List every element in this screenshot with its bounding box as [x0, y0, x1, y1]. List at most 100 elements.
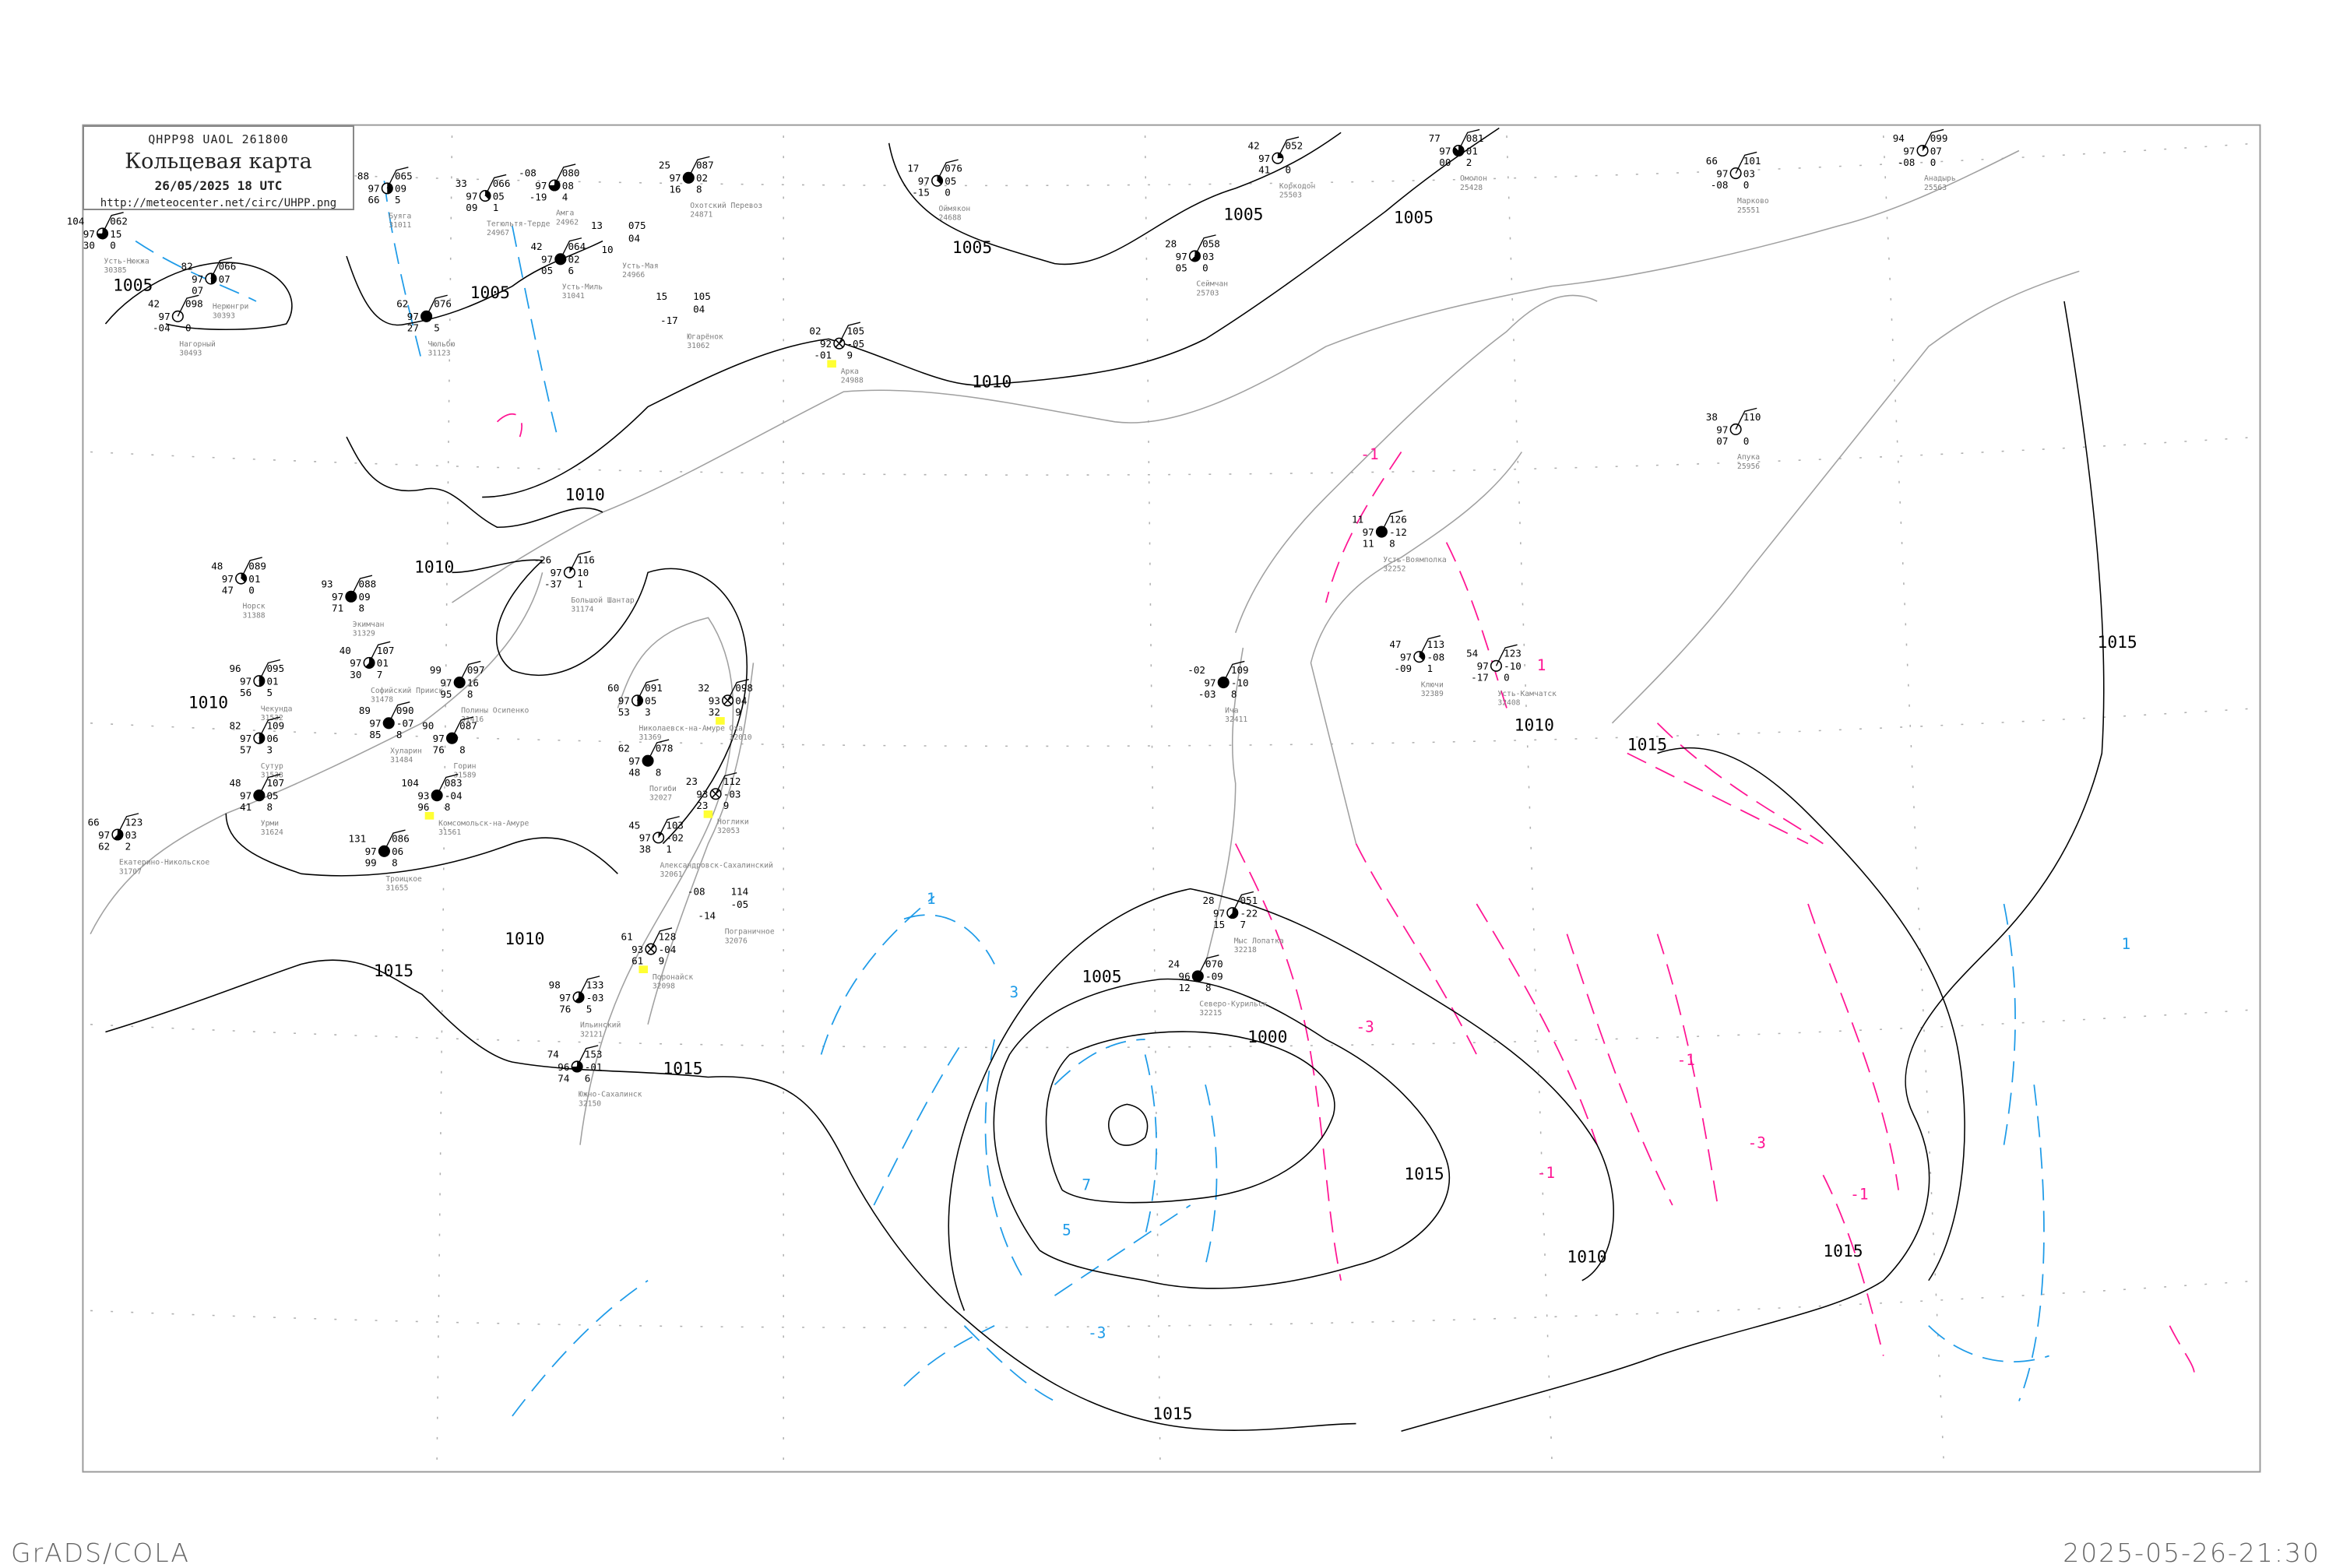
obs-value: 2 [125, 840, 132, 852]
obs-value: 02 [568, 254, 579, 265]
station-id: 31538 [261, 771, 283, 779]
obs-value: 62 [98, 840, 110, 852]
station-name: Сутур [261, 762, 283, 771]
obs-value: 105 [693, 290, 711, 302]
rising-tendency-line [1807, 903, 1899, 1190]
obs-value: 97 [407, 311, 419, 322]
obs-value: 1 [577, 578, 583, 590]
obs-value: 85 [369, 729, 381, 740]
obs-value: 17 [907, 163, 919, 174]
obs-value: -09 [1205, 971, 1223, 983]
isobar [105, 959, 1356, 1431]
fog-marker [703, 810, 713, 818]
wind-barb-icon [101, 212, 124, 234]
obs-value: 62 [396, 298, 408, 310]
obs-value: 9 [846, 350, 853, 361]
obs-value: -15 [912, 187, 930, 199]
station-name: Большой Шантар [571, 596, 635, 605]
falling-tendency-line [820, 895, 935, 1055]
obs-value: 40 [339, 645, 351, 656]
obs-value: 5 [266, 687, 273, 698]
obs-value: 62 [618, 743, 630, 754]
obs-value: 33 [456, 178, 467, 189]
station-name: Ича [1225, 706, 1238, 715]
obs-value: 095 [266, 663, 284, 674]
wind-barb-icon [1197, 955, 1219, 977]
wind-barb-icon [259, 659, 281, 681]
tendency-label: 7 [1082, 1176, 1091, 1194]
obs-value: 97 [350, 657, 361, 669]
station-name: Троицкое [385, 875, 422, 884]
station-id: 25956 [1737, 462, 1760, 471]
station-32061[interactable]: 459738103-021Александровск-Сахалинский32… [628, 816, 773, 879]
wind-barb-icon [1419, 635, 1441, 657]
obs-value: 61 [631, 955, 643, 966]
wind-barb-icon [1735, 407, 1757, 430]
obs-value: 052 [1286, 140, 1303, 152]
wind-barb-icon [554, 163, 576, 186]
obs-value: -04 [153, 322, 171, 334]
cloud-cover-icon [1217, 677, 1230, 689]
map-url[interactable]: http://meteocenter.net/circ/UHPP.png [100, 197, 337, 209]
isobar-label: 1015 [663, 1060, 702, 1079]
station-name: Екатерино-Никольское [119, 859, 209, 867]
obs-value: 107 [266, 777, 284, 789]
wind-barb-icon [459, 660, 481, 683]
rising-tendency-line [1445, 542, 1507, 708]
wind-barb-icon [1458, 128, 1480, 151]
station-id: 25503 [1279, 191, 1302, 199]
station-name: Южно-Сахалинск [579, 1091, 642, 1099]
isobar-label: 1005 [470, 283, 510, 303]
obs-value: 41 [240, 801, 252, 813]
tendency-label: -3 [1356, 1018, 1374, 1035]
obs-value: 109 [266, 720, 284, 732]
